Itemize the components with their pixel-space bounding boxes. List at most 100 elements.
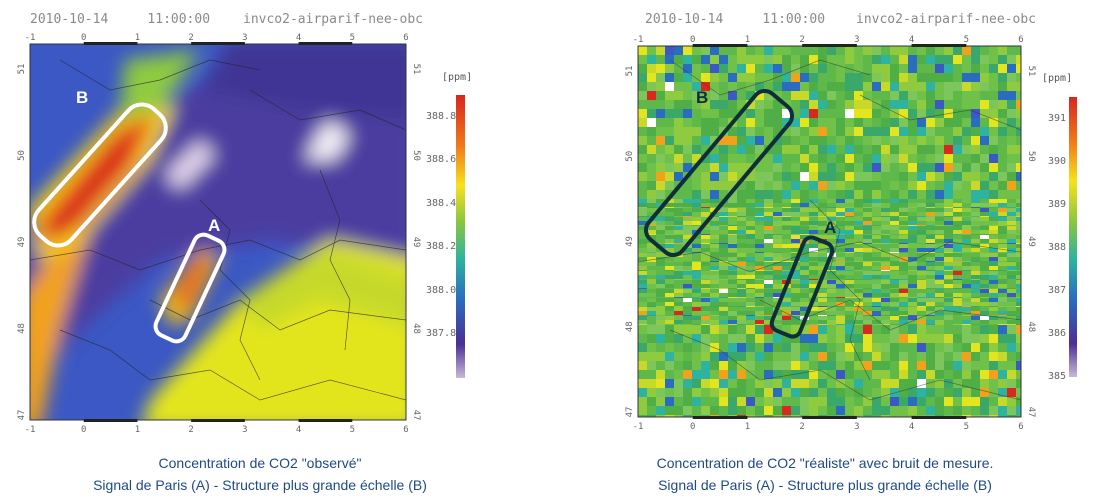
left-run-name: invco2-airparif-nee-obc — [243, 12, 424, 27]
left-lat-tick-left-label: 50 — [17, 150, 27, 161]
left-lon-tick-top-label: 2 — [188, 33, 193, 43]
left-lat-ticks-right: 51 50 49 48 47 — [411, 64, 421, 421]
right-header: 2010-10-14 11:00:00 — [645, 12, 825, 27]
right-lon-tick-bottom-label: 1 — [745, 422, 750, 432]
right-concentration-field — [638, 46, 1021, 417]
left-frame-segment — [298, 42, 353, 45]
left-lat-tick-right-label: 50 — [411, 150, 421, 161]
left-lat-ticks-left: 51 50 49 48 47 — [17, 64, 27, 421]
right-lat-tick-right-label: 49 — [1026, 236, 1036, 247]
left-lon-tick-top-label: 5 — [350, 33, 355, 43]
left-map-figure: -1 0 1 2 3 4 5 6 -1 0 1 2 3 4 5 6 51 50 49 48 47 51 50 49 48 4… — [17, 33, 465, 435]
left-lat-tick-left-label: 49 — [17, 237, 27, 248]
right-lon-tick-bottom-label: 0 — [690, 422, 695, 432]
right-lon-tick-top-label: 2 — [799, 35, 804, 45]
right-colorbar-tick-label: 385 — [1048, 371, 1067, 382]
right-caption-line2: Signal de Paris (A) - Structure plus gra… — [658, 477, 992, 493]
left-lon-tick-top-label: 6 — [403, 33, 408, 43]
left-zone-b-label: B — [76, 88, 89, 107]
right-lon-tick-top-label: 1 — [745, 35, 750, 45]
right-lon-tick-bottom-label: 2 — [799, 422, 804, 432]
right-caption-line1: Concentration de CO2 "réaliste" avec bru… — [656, 455, 994, 471]
right-lat-tick-left-label: 50 — [625, 151, 635, 162]
left-lon-ticks-top: -1 0 1 2 3 4 5 6 — [25, 33, 409, 45]
left-colorbar-tick-label: 388.2 — [426, 241, 457, 253]
right-lon-tick-bottom-label: 5 — [964, 422, 969, 432]
right-colorbar — [1069, 97, 1077, 377]
left-map-panel: 2010-10-14 11:00:00 invco2-airparif-nee-… — [0, 0, 540, 501]
left-frame-segment — [298, 419, 353, 422]
right-lat-ticks-right: 51 50 49 48 47 — [1026, 66, 1036, 418]
right-zone-a-label: A — [824, 218, 837, 237]
left-colorbar-tick-label: 388.0 — [426, 284, 457, 296]
right-zone-b-outline — [643, 88, 795, 258]
left-frame-segment — [83, 42, 138, 45]
left-lat-tick-right-label: 47 — [411, 410, 421, 421]
right-lat-tick-left-label: 49 — [625, 236, 635, 247]
left-lat-tick-right-label: 48 — [411, 323, 421, 334]
left-lon-tick-bottom-label: 6 — [403, 425, 408, 435]
left-date: 2010-10-14 — [30, 12, 109, 27]
right-lat-tick-left-label: 47 — [625, 407, 635, 418]
right-run-name: invco2-airparif-nee-obc — [856, 12, 1037, 27]
right-unit-label: [ppm] — [1042, 73, 1073, 84]
left-lat-tick-right-label: 51 — [411, 64, 421, 75]
left-unit-label: [ppm] — [442, 72, 473, 83]
left-lon-tick-bottom-label: 0 — [81, 425, 86, 435]
right-lon-tick-bottom-label: 4 — [909, 422, 914, 432]
right-colorbar-tick-label: 388 — [1048, 241, 1067, 253]
right-frame-segment — [911, 44, 967, 47]
left-lon-tick-top-label: 0 — [81, 33, 86, 43]
left-lon-tick-top-label: -1 — [25, 33, 36, 43]
right-lat-tick-right-label: 48 — [1026, 321, 1036, 332]
right-frame-segment — [911, 416, 967, 419]
right-colorbar-tick-label: 386 — [1048, 327, 1067, 339]
left-lon-tick-bottom-label: 3 — [242, 425, 247, 435]
right-lon-ticks-bottom: -1 0 1 2 3 4 5 6 — [633, 416, 1024, 432]
left-zone-a-outline — [153, 232, 227, 344]
left-frame-segment — [191, 419, 245, 422]
left-lon-ticks-bottom: -1 0 1 2 3 4 5 6 — [25, 419, 409, 435]
right-lat-tick-right-label: 51 — [1026, 66, 1036, 77]
right-lon-tick-bottom-label: 6 — [1018, 422, 1023, 432]
right-lon-tick-top-label: 4 — [909, 35, 914, 45]
left-lon-tick-bottom-label: 2 — [188, 425, 193, 435]
right-lat-tick-right-label: 50 — [1026, 151, 1036, 162]
left-lon-tick-bottom-label: 1 — [135, 425, 140, 435]
left-lon-tick-bottom-label: -1 — [25, 425, 36, 435]
left-caption-line1: Concentration de CO2 "observé" — [158, 455, 362, 471]
left-header: 2010-10-14 11:00:00 — [30, 12, 210, 27]
right-frame-segment — [692, 416, 748, 419]
right-lon-tick-top-label: 3 — [854, 35, 859, 45]
left-colorbar-tick-label: 388.8 — [426, 110, 457, 122]
right-colorbar-tick-label: 387 — [1048, 284, 1067, 296]
left-frame-segment — [191, 42, 245, 45]
left-zone-a-label: A — [208, 216, 221, 235]
left-lon-tick-bottom-label: 4 — [296, 425, 301, 435]
right-date: 2010-10-14 — [645, 12, 724, 27]
left-lon-tick-top-label: 1 — [135, 33, 140, 43]
right-lat-tick-left-label: 51 — [625, 66, 635, 77]
right-lat-ticks-left: 51 50 49 48 47 — [625, 66, 635, 418]
right-lon-tick-top-label: -1 — [633, 35, 644, 45]
right-lon-tick-top-label: 5 — [964, 35, 969, 45]
left-time: 11:00:00 — [147, 12, 211, 27]
left-colorbar-tick-label: 388.4 — [426, 197, 457, 209]
right-colorbar-tick-label: 391 — [1048, 112, 1067, 124]
left-zone-b-outline — [32, 102, 168, 248]
left-lat-tick-right-label: 49 — [411, 237, 421, 248]
right-frame-segment — [802, 44, 857, 47]
right-colorbar-tick-label: 389 — [1048, 198, 1067, 210]
left-colorbar — [456, 95, 465, 378]
right-lon-tick-top-label: 6 — [1018, 35, 1023, 45]
left-lat-tick-left-label: 51 — [17, 64, 27, 75]
left-lat-tick-left-label: 48 — [17, 323, 27, 334]
left-colorbar-tick-label: 388.6 — [426, 154, 457, 166]
left-lat-tick-left-label: 47 — [17, 410, 27, 421]
right-lon-tick-bottom-label: 3 — [854, 422, 859, 432]
right-zone-b-label: B — [696, 88, 709, 107]
left-lon-tick-top-label: 3 — [242, 33, 247, 43]
left-caption: Concentration de CO2 "observé" Signal de… — [0, 452, 520, 496]
right-map-figure: -1 0 1 2 3 4 5 6 -1 0 1 2 3 4 5 6 51 50 49 48 47 51 50 49 48 4… — [625, 35, 1077, 432]
right-time: 11:00:00 — [762, 12, 826, 27]
